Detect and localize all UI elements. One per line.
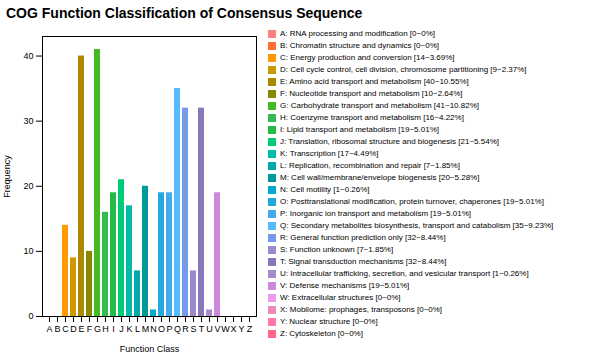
svg-text:L: L (135, 324, 140, 334)
html-text:K: Transcription [17~4.49%]: K: Transcription [17~4.49%] (280, 149, 379, 158)
html-text:G: Carbohydrate transport and: G: Carbohydrate transport and metabolism… (280, 101, 479, 110)
html-text:U: Intracellular trafficking,: U: Intracellular trafficking, secretion,… (280, 269, 529, 278)
svg-text:E: E (78, 324, 84, 334)
svg-text:U: U (206, 324, 213, 334)
svg-text:Y: Y (238, 324, 244, 334)
svg-text:Q: Q (174, 324, 181, 334)
html-text:T: Signal transduction mechani: T: Signal transduction mechanisms [32~8.… (280, 257, 447, 266)
html-text:P: Inorganic ion transport and: P: Inorganic ion transport and metabolis… (280, 209, 471, 218)
svg-text:X: X (230, 324, 236, 334)
html-text:O: Posttranslational modificat: O: Posttranslational modification, prote… (280, 197, 544, 206)
html-text:R: General function prediction: R: General function prediction only [32~… (280, 233, 446, 242)
svg-text:20: 20 (23, 181, 33, 191)
svg-text:P: P (166, 324, 172, 334)
svg-text:T: T (199, 324, 205, 334)
svg-text:0: 0 (28, 311, 33, 321)
svg-text:Function Class: Function Class (120, 344, 180, 354)
html-text:B: Chromatin structure and dyn: B: Chromatin structure and dynamics [0~0… (280, 41, 439, 50)
svg-text:30: 30 (23, 116, 33, 126)
svg-text:V: V (214, 324, 220, 334)
html-text:X: Mobilome: prophages, transp: X: Mobilome: prophages, transposons [0~0… (280, 305, 443, 314)
html-text:Z: Cytoskeleton [0~0%]: Z: Cytoskeleton [0~0%] (280, 329, 363, 338)
html-text:C: Energy production and conve: C: Energy production and conversion [14~… (280, 53, 455, 62)
svg-text:J: J (119, 324, 124, 334)
html-text:V: Defense mechanisms [19~5.01: V: Defense mechanisms [19~5.01%] (280, 281, 410, 290)
html-text:N: Cell motility [1~0.26%]: N: Cell motility [1~0.26%] (280, 185, 370, 194)
svg-text:10: 10 (23, 246, 33, 256)
html-text:Y: Nuclear structure [0~0%]: Y: Nuclear structure [0~0%] (280, 317, 378, 326)
html-text:I: Lipid transport and metabol: I: Lipid transport and metabolism [19~5.… (280, 125, 439, 134)
svg-text:C: C (62, 324, 69, 334)
svg-text:D: D (70, 324, 77, 334)
svg-text:F: F (87, 324, 93, 334)
html-text:M: Cell wall/membrane/envelope: M: Cell wall/membrane/envelope biogenesi… (280, 173, 480, 182)
html-text:S: Function unknown [7~1.85%]: S: Function unknown [7~1.85%] (280, 245, 394, 254)
html-text:COG Function Classification of: COG Function Classification of Consensus… (6, 5, 363, 21)
html-text:W: Extracellular structures [0: W: Extracellular structures [0~0%] (280, 293, 401, 302)
html-text:H: Coenzyme transport and meta: H: Coenzyme transport and metabolism [16… (280, 113, 464, 122)
svg-text:R: R (182, 324, 189, 334)
html-text:D: Cell cycle control, cell di: D: Cell cycle control, cell division, ch… (280, 65, 527, 74)
svg-text:S: S (190, 324, 196, 334)
svg-text:N: N (150, 324, 157, 334)
html-text:L: Replication, recombination: L: Replication, recombination and repair… (280, 161, 460, 170)
html-text:E: Amino acid transport and me: E: Amino acid transport and metabolism [… (280, 77, 469, 86)
svg-text:I: I (112, 324, 115, 334)
svg-text:40: 40 (23, 51, 33, 61)
html-text:A: RNA processing and modifica: A: RNA processing and modification [0~0%… (280, 29, 435, 38)
svg-text:A: A (46, 324, 52, 334)
html-text:F: Nucleotide transport and me: F: Nucleotide transport and metabolism [… (280, 89, 463, 98)
svg-text:K: K (126, 324, 132, 334)
svg-text:Z: Z (247, 324, 253, 334)
svg-text:O: O (158, 324, 165, 334)
svg-text:B: B (54, 324, 60, 334)
svg-text:H: H (102, 324, 109, 334)
svg-text:Frequency: Frequency (2, 155, 12, 198)
html-text:Q: Secondary metabolites biosy: Q: Secondary metabolites biosynthesis, t… (280, 221, 554, 230)
svg-text:W: W (221, 324, 230, 334)
html-text:J: Translation, ribosomal stru: J: Translation, ribosomal structure and … (280, 137, 499, 146)
svg-text:M: M (142, 324, 150, 334)
svg-text:G: G (94, 324, 101, 334)
